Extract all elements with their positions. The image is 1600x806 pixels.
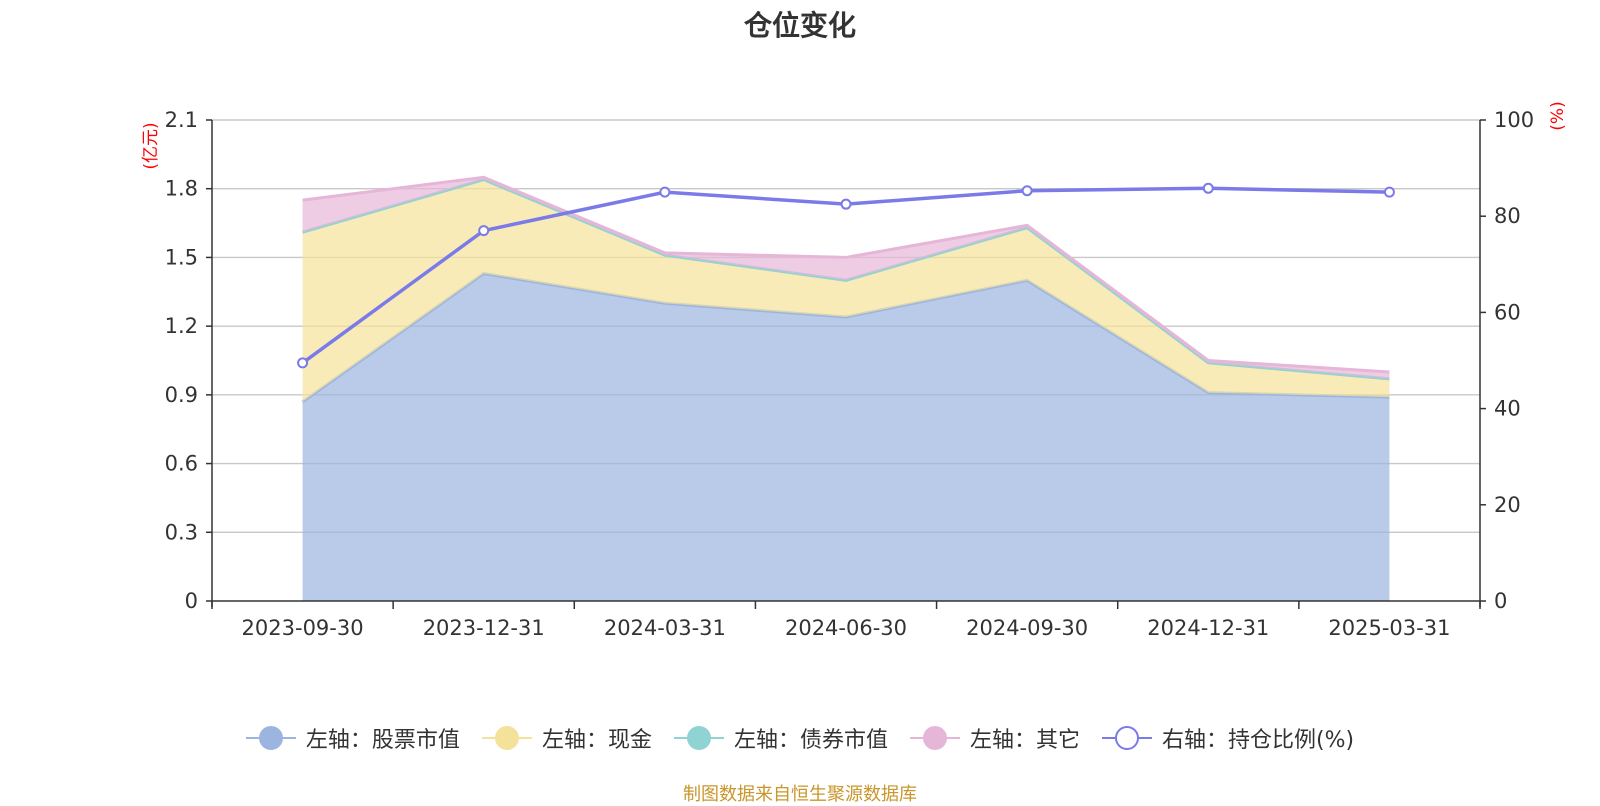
area-other xyxy=(302,177,1390,379)
legend-swatch-cash-icon xyxy=(481,726,532,750)
area-series xyxy=(301,175,1390,601)
ratio-point[interactable] xyxy=(297,357,309,369)
chart-legend: 左轴：股票市值 左轴：现金 左轴：债券市值 左轴：其它 右轴：持仓比例(%) xyxy=(0,722,1600,754)
x-axis-tick-label: 2024-06-30 xyxy=(785,616,907,640)
right-axis-tick-label: 40 xyxy=(1494,397,1521,421)
area-line-other xyxy=(302,175,1390,374)
right-axis-tick-label: 0 xyxy=(1494,589,1507,613)
ratio-point[interactable] xyxy=(1202,182,1214,194)
ratio-point[interactable] xyxy=(1383,186,1395,198)
left-axis-tick-label: 0.3 xyxy=(165,520,198,544)
right-axis-tick-label: 80 xyxy=(1494,204,1521,228)
legend-item-stock[interactable]: 左轴：股票市值 xyxy=(245,722,460,754)
right-axis-unit: (%) xyxy=(1548,101,1568,130)
ratio-point[interactable] xyxy=(478,225,490,237)
right-axis-tick-label: 60 xyxy=(1494,300,1521,324)
left-axis-unit: (亿元) xyxy=(141,122,161,169)
legend-label-stock: 左轴：股票市值 xyxy=(305,728,460,753)
left-axis-tick-label: 1.8 xyxy=(165,177,198,201)
ratio-point[interactable] xyxy=(1021,185,1033,197)
left-axis-tick-label: 0 xyxy=(185,589,198,613)
legend-swatch-stock-icon xyxy=(245,726,296,750)
ratio-point[interactable] xyxy=(659,186,671,198)
left-axis-tick-label: 0.9 xyxy=(165,383,198,407)
area-cash xyxy=(302,179,1390,402)
left-axis-tick-label: 0.6 xyxy=(165,452,198,476)
x-axis-tick-label: 2023-12-31 xyxy=(423,616,545,640)
right-axis-tick-label: 100 xyxy=(1494,108,1534,132)
legend-label-ratio: 右轴：持仓比例(%) xyxy=(1161,728,1355,753)
legend-label-other: 左轴：其它 xyxy=(969,728,1080,753)
data-source-note: 制图数据来自恒生聚源数据库 xyxy=(683,784,917,805)
left-axis-tick-label: 1.2 xyxy=(165,314,198,338)
axes: 0 0.3 0.6 0.9 1.2 1.5 1.8 2.1 0 20 40 60 80 100 2023-0… xyxy=(165,108,1535,640)
left-axis-tick-label: 2.1 xyxy=(165,108,198,132)
legend-item-other[interactable]: 左轴：其它 xyxy=(909,722,1080,754)
legend-swatch-ratio-icon xyxy=(1101,726,1152,750)
x-axis-tick-label: 2025-03-31 xyxy=(1328,616,1450,640)
x-axis-tick-label: 2024-09-30 xyxy=(966,616,1088,640)
left-axis-tick-label: 1.5 xyxy=(165,245,198,269)
legend-swatch-bond-icon xyxy=(673,726,724,750)
area-stock xyxy=(302,273,1390,601)
x-axis-tick-label: 2024-03-31 xyxy=(604,616,726,640)
legend-label-cash: 左轴：现金 xyxy=(541,728,652,753)
ratio-line-series xyxy=(297,182,1395,369)
legend-item-ratio[interactable]: 右轴：持仓比例(%) xyxy=(1101,722,1355,754)
legend-swatch-other-icon xyxy=(909,726,960,750)
right-axis-tick-label: 20 xyxy=(1494,493,1521,517)
x-axis-tick-label: 2023-09-30 xyxy=(242,616,364,640)
legend-item-cash[interactable]: 左轴：现金 xyxy=(481,722,652,754)
x-axis-tick-label: 2024-12-31 xyxy=(1147,616,1269,640)
chart-title: 仓位变化 xyxy=(743,9,856,42)
ratio-point[interactable] xyxy=(840,198,852,210)
legend-item-bond[interactable]: 左轴：债券市值 xyxy=(673,722,888,754)
legend-label-bond: 左轴：债券市值 xyxy=(733,728,888,753)
